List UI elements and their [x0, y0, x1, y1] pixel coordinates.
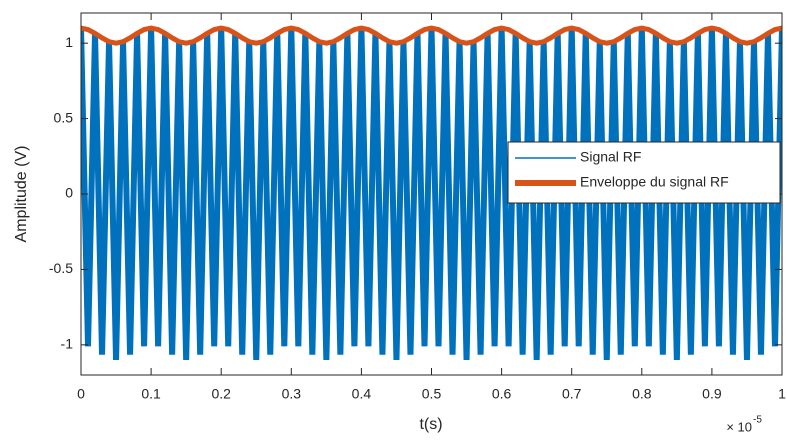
x-tick-label: 0.5	[422, 386, 442, 402]
x-tick-label: 0	[77, 386, 85, 402]
y-tick-label: -0.5	[49, 260, 73, 276]
x-tick-label: 1	[778, 386, 786, 402]
x-tick-label: 0.7	[562, 386, 582, 402]
series-line	[81, 25, 782, 46]
x-tick-label: 0.2	[211, 386, 231, 402]
y-axis-label: Amplitude (V)	[13, 146, 30, 243]
x-tick-label: 0.4	[352, 386, 372, 402]
y-tick-label: -1	[61, 336, 74, 352]
x-exponent: -5	[753, 415, 762, 426]
y-tick-label: 0	[65, 185, 73, 201]
y-tick-label: 1	[65, 34, 73, 50]
x-tick-label: 0.3	[282, 386, 302, 402]
x-tick-label: 0.8	[632, 386, 652, 402]
legend-label: Enveloppe du signal RF	[580, 174, 729, 190]
x-tick-label: 0.1	[141, 386, 161, 402]
legend-box	[507, 141, 781, 204]
data-layer	[81, 25, 782, 360]
x-exponent-base: × 10	[726, 419, 752, 434]
x-axis-label: t(s)	[419, 416, 442, 433]
y-tick-label: 0.5	[54, 109, 74, 125]
x-tick-label: 0.9	[702, 386, 722, 402]
x-tick-label: 0.6	[492, 386, 512, 402]
legend-label: Signal RF	[580, 149, 641, 165]
